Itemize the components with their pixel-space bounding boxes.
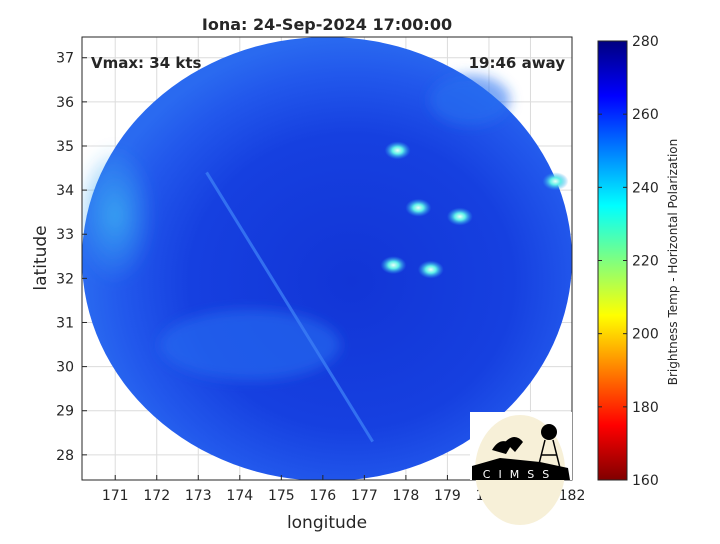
time-away-annotation: 19:46 away bbox=[469, 54, 566, 72]
x-tick-label: 182 bbox=[559, 488, 586, 504]
colorbar-tick-label: 160 bbox=[632, 473, 659, 489]
y-tick-label: 35 bbox=[56, 139, 74, 155]
cold-spot bbox=[446, 207, 473, 226]
warm-edge-region bbox=[82, 145, 155, 285]
x-tick-label: 174 bbox=[226, 488, 253, 504]
vmax-annotation: Vmax: 34 kts bbox=[91, 54, 201, 72]
colorbar-tick-label: 220 bbox=[632, 254, 659, 270]
x-tick-label: 178 bbox=[393, 488, 420, 504]
cold-spot bbox=[542, 172, 569, 191]
x-tick-label: 173 bbox=[185, 488, 212, 504]
cimss-logo: CIMSS bbox=[470, 412, 572, 525]
x-tick-label: 177 bbox=[351, 488, 378, 504]
y-tick-label: 33 bbox=[56, 227, 74, 243]
y-tick-label: 36 bbox=[56, 95, 74, 111]
y-tick-label: 30 bbox=[56, 360, 74, 376]
cold-spot bbox=[405, 198, 432, 217]
y-tick-label: 32 bbox=[56, 271, 74, 287]
axes-box bbox=[81, 36, 573, 481]
colorbar-tick-label: 200 bbox=[632, 327, 659, 343]
field-texture bbox=[82, 75, 510, 380]
x-tick-label: 176 bbox=[309, 488, 336, 504]
y-tick-label: 34 bbox=[56, 183, 74, 199]
brightness-field bbox=[82, 37, 572, 480]
logo-text: CIMSS bbox=[483, 468, 557, 481]
colorbar-label: Brightness Temp - Horizontal Polarizatio… bbox=[666, 139, 680, 386]
colorbar-tick-label: 180 bbox=[632, 400, 659, 416]
y-tick-label: 28 bbox=[56, 448, 74, 464]
colorbar-tick-label: 240 bbox=[632, 180, 659, 196]
x-tick-label: 175 bbox=[268, 488, 295, 504]
cold-spot bbox=[380, 256, 407, 275]
chart-title: Iona: 24-Sep-2024 17:00:00 bbox=[202, 15, 452, 34]
y-tick-label: 31 bbox=[56, 315, 74, 331]
colorbar: 160 180 200 220 240 260 280 Brightness Temp - … bbox=[597, 34, 680, 489]
colorbar-gradient bbox=[597, 40, 628, 481]
cold-spot bbox=[384, 141, 411, 160]
edge-region bbox=[430, 75, 510, 125]
rainband-region bbox=[160, 310, 340, 380]
colorbar-tick-label: 280 bbox=[632, 34, 659, 50]
y-tick-label: 37 bbox=[56, 51, 74, 67]
x-axis-label: longitude bbox=[287, 513, 367, 533]
y-tick-label: 29 bbox=[56, 404, 74, 420]
x-tick-label: 179 bbox=[434, 488, 461, 504]
x-tick-label: 172 bbox=[143, 488, 170, 504]
x-tick-label: 171 bbox=[102, 488, 129, 504]
scan-artifact-line bbox=[205, 171, 374, 443]
colorbar-tick-label: 260 bbox=[632, 107, 659, 123]
y-axis-label: latitude bbox=[31, 225, 51, 290]
cold-spot bbox=[417, 260, 444, 279]
